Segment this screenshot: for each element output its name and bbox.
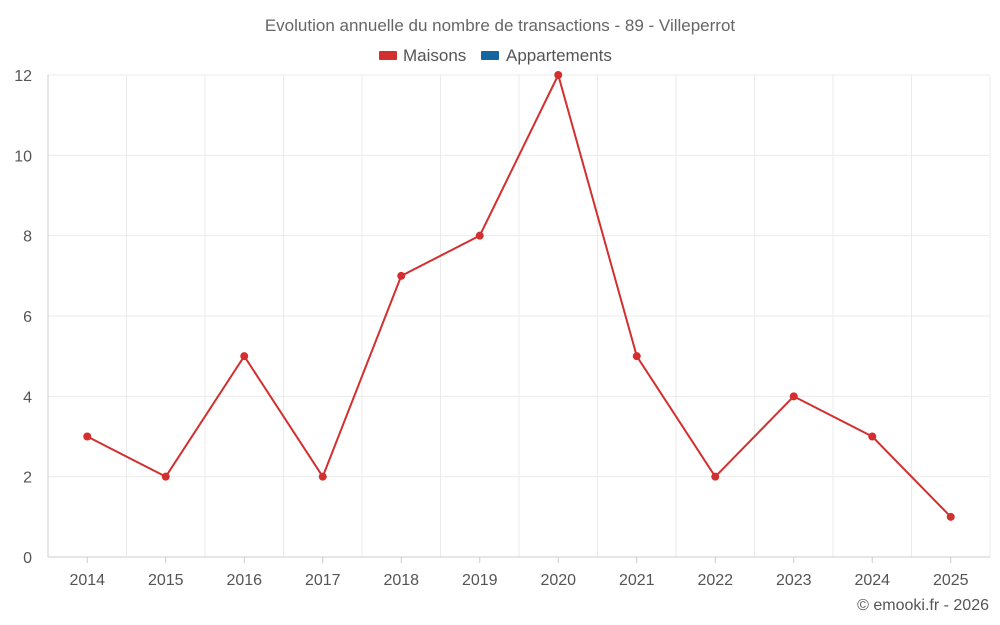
data-point[interactable] [554, 71, 563, 79]
legend-swatch-appartements[interactable] [481, 51, 499, 60]
x-tick-label: 2023 [776, 572, 812, 589]
legend: Maisons Appartements [379, 46, 612, 65]
x-tick-label: 2015 [148, 572, 184, 589]
x-tick-label: 2019 [462, 572, 498, 589]
y-tick-label: 6 [23, 309, 32, 326]
data-point[interactable] [397, 271, 406, 280]
data-point[interactable] [868, 432, 877, 441]
series-line-maisons [86, 74, 952, 518]
legend-label-appartements[interactable]: Appartements [506, 46, 612, 65]
y-tick-label: 8 [23, 229, 32, 246]
legend-label-maisons[interactable]: Maisons [403, 46, 466, 65]
series-maisons [83, 71, 955, 521]
x-tick-label: 2020 [540, 572, 576, 589]
data-point[interactable] [946, 512, 955, 521]
grid [47, 74, 991, 557]
axes [47, 75, 990, 563]
x-tick-label: 2021 [619, 572, 655, 589]
x-tick-label: 2025 [933, 572, 969, 589]
data-point[interactable] [711, 472, 720, 481]
credit-text: © emooki.fr - 2026 [857, 597, 989, 614]
data-point[interactable] [475, 231, 484, 240]
data-point[interactable] [83, 432, 92, 441]
y-tick-label: 4 [23, 389, 32, 406]
chart-title: Evolution annuelle du nombre de transact… [265, 16, 736, 35]
x-tick-label: 2022 [697, 572, 733, 589]
y-tick-label: 10 [14, 148, 32, 165]
data-point[interactable] [240, 352, 249, 361]
x-tick-label: 2017 [305, 572, 341, 589]
y-tick-label: 0 [23, 550, 32, 567]
x-tick-label: 2014 [69, 572, 105, 589]
data-point[interactable] [318, 472, 327, 481]
data-point[interactable] [789, 392, 798, 401]
x-tick-label: 2018 [383, 572, 419, 589]
data-point[interactable] [161, 472, 170, 481]
x-tick-label: 2024 [854, 572, 890, 589]
y-tick-label: 12 [14, 68, 32, 85]
data-point[interactable] [632, 352, 641, 361]
tick-labels: 0 2 4 6 8 10 12 2014 2015 2016 2017 2018 2019 2020 202… [14, 68, 968, 589]
y-tick-label: 2 [23, 470, 32, 487]
x-tick-label: 2016 [226, 572, 262, 589]
legend-swatch-maisons[interactable] [379, 51, 397, 60]
